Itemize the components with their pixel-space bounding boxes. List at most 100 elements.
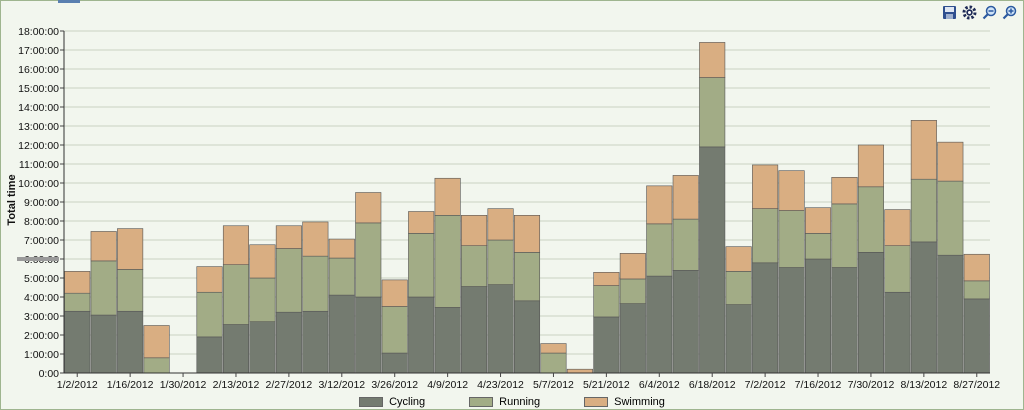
zoom-out-icon [982,5,997,20]
bar-running-23 [672,218,699,271]
bar-running-31 [884,245,911,293]
x-tick-label: 5/21/2012 [583,379,630,391]
y-tick-label: 2:00:00 [24,330,59,342]
bar-cycling-20 [593,316,620,374]
bar-cycling-22 [646,275,673,374]
x-tick-label: 8/13/2012 [900,379,947,391]
bar-running-16 [487,239,514,285]
zoom-out-button[interactable] [981,4,998,21]
bar-cycling-24 [699,146,726,374]
bar-swimming-25 [725,246,752,272]
chart-toolbar [941,4,1018,22]
y-tick-label: 1:00:00 [24,349,59,361]
bar-cycling-33 [937,254,964,374]
bar-swimming-16 [487,208,514,241]
y-tick-label: 13:00:00 [18,121,59,133]
y-tick-label: 15:00:00 [18,83,59,95]
bar-swimming-30 [857,144,884,188]
bar-running-13 [408,233,435,298]
settings-button[interactable] [961,4,978,21]
bar-swimming-22 [646,185,673,225]
bar-swimming-2 [117,228,144,270]
y-tick-label: 14:00:00 [18,102,59,114]
tab-indicator [58,0,80,3]
bar-cycling-9 [302,310,329,374]
bar-swimming-1 [90,231,117,262]
x-tick-label: 3/12/2012 [318,379,365,391]
bar-swimming-3 [143,325,170,359]
bar-cycling-34 [963,298,990,374]
y-tick-label: 11:00:00 [19,159,59,171]
chart-legend: Cycling Running Swimming [0,395,1024,409]
y-axis-label: Total time [6,174,18,225]
legend-label: Swimming [614,396,665,408]
bar-swimming-33 [937,141,964,182]
bar-swimming-28 [804,207,832,234]
bar-swimming-11 [355,192,382,224]
bar-swimming-9 [302,221,329,257]
bar-swimming-0 [64,271,91,294]
x-tick-label: 7/30/2012 [848,379,895,391]
legend-swatch [359,397,384,407]
bar-cycling-15 [461,286,488,374]
y-tick-label: 0:00 [39,368,60,380]
bar-cycling-0 [64,310,91,374]
bar-swimming-10 [328,238,355,259]
bar-cycling-26 [752,262,779,374]
x-tick-label: 6/18/2012 [689,379,736,391]
legend-swatch [469,397,494,407]
bar-running-26 [752,208,779,264]
bar-running-12 [381,306,408,354]
y-tick-label: 18:00:00 [18,26,59,38]
bar-running-15 [461,245,488,287]
bar-running-20 [593,285,620,318]
bar-swimming-18 [540,343,567,354]
bar-cycling-17 [513,300,541,374]
bar-running-7 [249,277,276,323]
bar-running-8 [275,248,302,313]
y-tick-label: 3:00:00 [24,311,59,323]
bar-running-9 [302,255,329,312]
zoom-in-button[interactable] [1001,4,1018,21]
settings-icon [962,5,977,20]
bar-swimming-12 [381,279,408,307]
x-tick-label: 1/2/2012 [57,379,98,391]
x-tick-label: 8/27/2012 [953,379,1000,391]
x-tick-label: 1/16/2012 [107,379,154,391]
bar-swimming-27 [778,170,805,211]
bar-cycling-1 [90,314,117,374]
bar-swimming-17 [513,215,541,253]
bar-running-27 [778,210,805,268]
bar-running-11 [355,222,382,298]
bar-swimming-29 [831,177,858,205]
bar-swimming-8 [275,225,302,249]
bar-running-0 [64,292,91,312]
y-tick-label: 8:00:00 [24,216,59,228]
bar-running-30 [857,186,884,253]
x-tick-label: 1/30/2012 [160,379,207,391]
bar-running-22 [646,223,673,277]
bar-cycling-16 [487,284,514,374]
bar-running-33 [937,180,964,256]
bar-running-2 [117,269,144,312]
y-tick-label: 7:00:00 [24,235,59,247]
bar-running-10 [328,257,355,296]
legend-label: Running [499,396,541,408]
y-tick-label: 17:00:00 [18,45,59,57]
bar-swimming-19 [566,368,593,374]
y-tick-label: 16:00:00 [18,64,59,76]
bar-swimming-20 [593,271,620,286]
bar-cycling-7 [249,321,276,374]
x-tick-label: 4/23/2012 [477,379,524,391]
bar-cycling-27 [778,267,805,374]
bar-cycling-28 [804,258,832,374]
save-button[interactable] [941,4,958,21]
bar-cycling-5 [196,336,223,374]
bar-cycling-6 [222,324,250,374]
splitter-handle[interactable] [17,257,59,261]
save-icon [943,6,956,19]
bar-cycling-30 [857,252,884,374]
bar-swimming-13 [408,211,435,234]
bar-swimming-34 [963,253,990,282]
bar-running-34 [963,280,990,300]
